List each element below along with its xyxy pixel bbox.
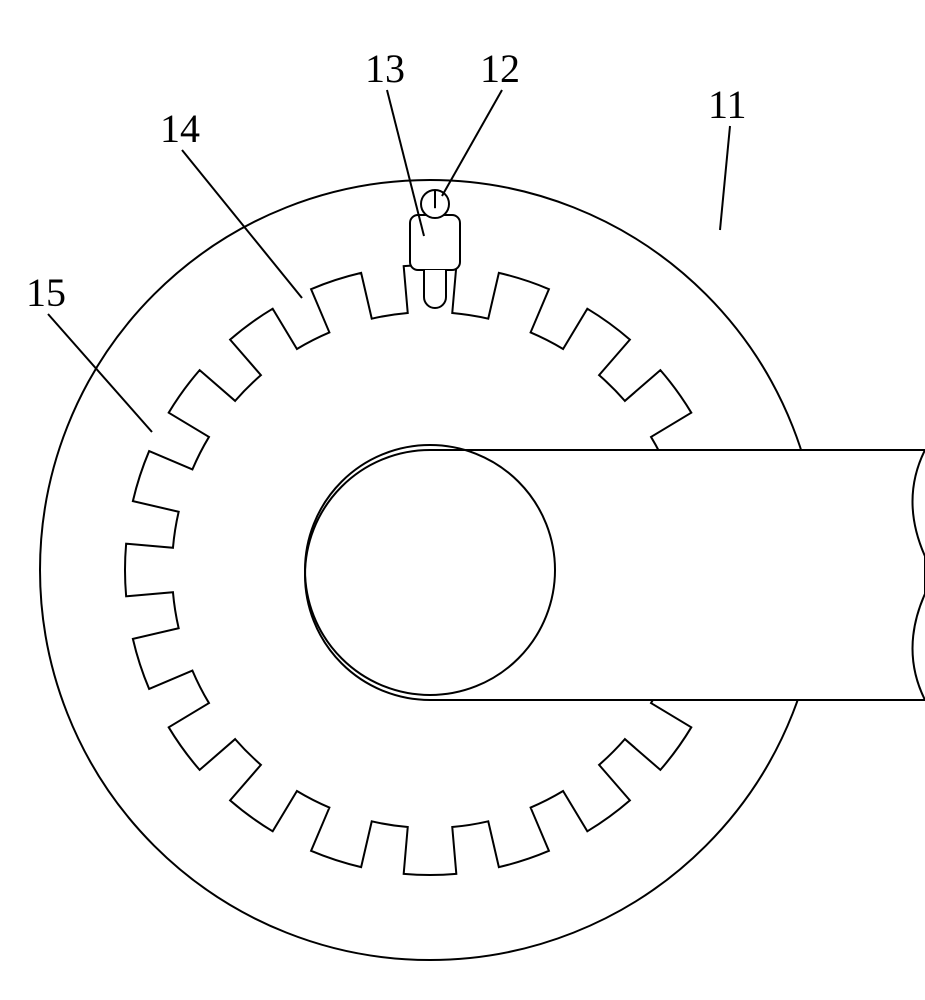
- lever-arm: [305, 450, 925, 700]
- leader-line: [48, 314, 152, 432]
- leader-line: [387, 90, 424, 236]
- leader-line: [442, 90, 502, 196]
- callout-label: 13: [365, 46, 405, 91]
- leader-line: [720, 126, 730, 230]
- pawl-body: [410, 215, 460, 270]
- leader-line: [182, 150, 302, 298]
- callout-label: 11: [708, 82, 747, 127]
- callout-label: 14: [160, 106, 200, 151]
- callout-label: 12: [480, 46, 520, 91]
- callout-label: 15: [26, 270, 66, 315]
- pawl-prong: [424, 270, 446, 308]
- diagram-canvas: 11 12 13 14 15: [0, 0, 925, 1000]
